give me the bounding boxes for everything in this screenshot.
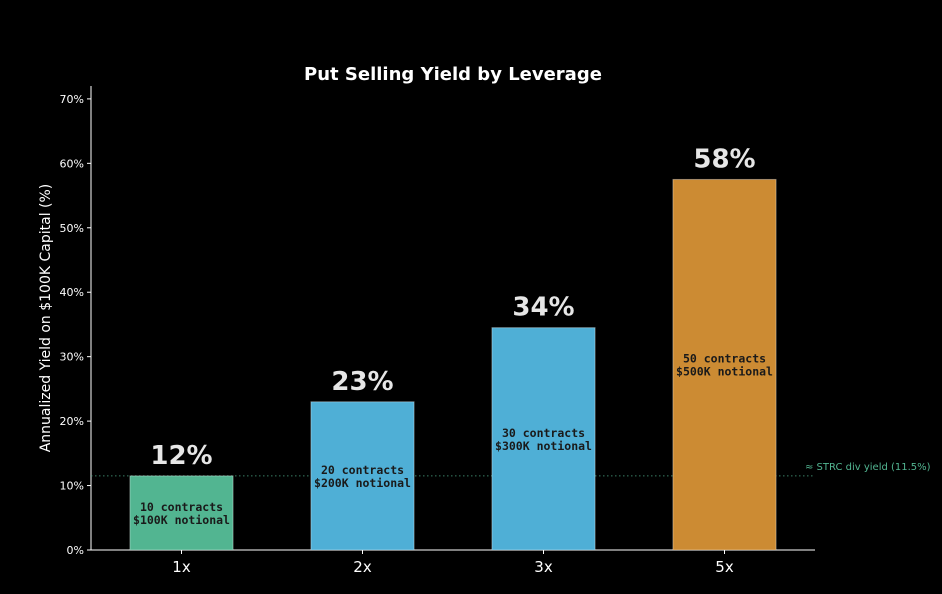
- y-tick-label: 10%: [60, 480, 84, 493]
- bar-contracts-label: 30 contracts: [502, 426, 585, 440]
- bar-contracts-label: 50 contracts: [683, 352, 766, 366]
- bar-contracts-label: 20 contracts: [321, 463, 404, 477]
- bar-2x: [310, 401, 415, 551]
- y-tick-label: 20%: [60, 415, 84, 428]
- x-tick-label: 2x: [353, 558, 372, 576]
- y-tick-label: 60%: [60, 157, 84, 170]
- plot-area: 0% 10% 20% 30% 40% 50% 60% 70% ≈ STRC div yield …: [60, 86, 931, 576]
- bar-value-label: 34%: [512, 293, 574, 323]
- reference-line-label: ≈ STRC div yield (11.5%): [805, 462, 931, 473]
- bar-1x: [129, 475, 234, 551]
- bar-notional-label: $100K notional: [133, 513, 230, 527]
- chart-title: Put Selling Yield by Leverage: [304, 64, 602, 85]
- bar-notional-label: $500K notional: [676, 365, 773, 379]
- y-tick-label: 30%: [60, 351, 84, 364]
- y-tick-label: 40%: [60, 286, 84, 299]
- y-axis-label: Annualized Yield on $100K Capital (%): [38, 184, 54, 453]
- y-tick-label: 0%: [67, 544, 84, 557]
- bar-contracts-label: 10 contracts: [140, 500, 223, 514]
- bar-notional-label: $300K notional: [495, 439, 592, 453]
- bar-value-label: 12%: [150, 441, 212, 471]
- x-tick-label: 1x: [172, 558, 191, 576]
- bar-value-label: 58%: [693, 144, 755, 174]
- bar-value-label: 23%: [331, 367, 393, 397]
- bar-notional-label: $200K notional: [314, 476, 411, 490]
- y-tick-label: 70%: [60, 93, 84, 106]
- bar-3x: [491, 327, 596, 551]
- x-tick-label: 5x: [715, 558, 734, 576]
- x-tick-label: 3x: [534, 558, 553, 576]
- y-tick-label: 50%: [60, 222, 84, 235]
